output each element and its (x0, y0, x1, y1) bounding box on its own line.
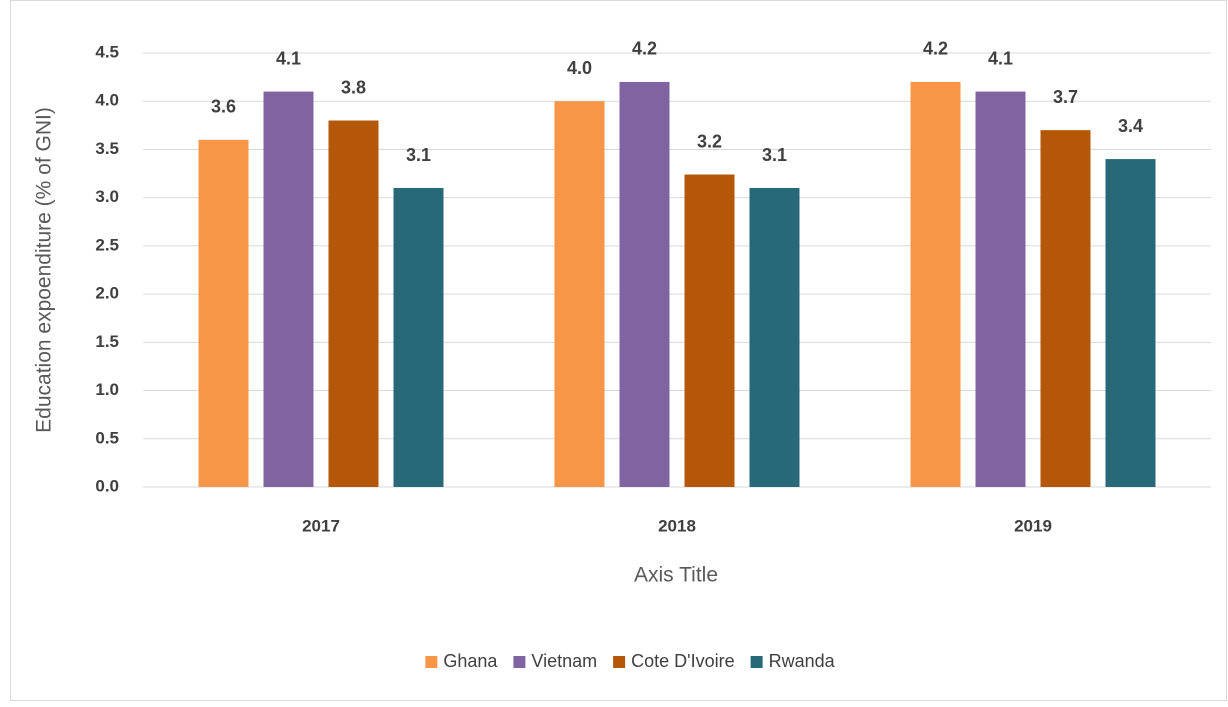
legend-label: Ghana (443, 651, 498, 671)
y-tick-label: 4.0 (95, 91, 119, 110)
data-label: 3.1 (406, 145, 431, 165)
y-tick-label: 1.5 (95, 332, 119, 351)
bar (910, 81, 961, 487)
legend-label: Cote D'Ivoire (631, 651, 734, 671)
y-tick-label: 4.5 (95, 42, 119, 61)
data-label: 4.2 (632, 39, 657, 59)
data-label: 3.6 (211, 97, 236, 117)
legend-swatch (613, 656, 626, 668)
bar (1105, 159, 1156, 488)
y-tick-label: 2.5 (95, 235, 119, 254)
data-label: 4.0 (567, 58, 592, 78)
bar (393, 188, 444, 487)
legend-label: Vietnam (531, 651, 597, 671)
bar (263, 91, 314, 488)
bar (684, 174, 735, 487)
data-label: 3.7 (1053, 87, 1078, 107)
bar (619, 81, 670, 487)
bar (198, 139, 249, 488)
x-axis-title: Axis Title (634, 564, 718, 587)
data-label: 3.2 (697, 131, 722, 151)
bar (975, 91, 1026, 488)
bar (554, 101, 605, 487)
y-tick-label: 2.0 (95, 284, 119, 303)
data-label: 3.4 (1118, 116, 1143, 136)
bar (1040, 130, 1091, 487)
legend-swatch (750, 656, 763, 668)
y-tick-label: 1.0 (95, 380, 119, 399)
data-label: 4.2 (923, 39, 948, 59)
x-tick-label: 2017 (302, 516, 340, 535)
bar (328, 120, 379, 487)
y-tick-label: 3.0 (95, 187, 119, 206)
y-tick-label: 0.5 (95, 428, 119, 447)
data-label: 3.8 (341, 77, 366, 97)
legend-swatch (513, 656, 526, 668)
data-label: 3.1 (762, 145, 787, 165)
y-tick-label: 0.0 (95, 476, 119, 495)
y-axis-title: Education expoenditure (% of GNI) (33, 107, 56, 433)
legend-label: Rwanda (769, 651, 836, 671)
bar (749, 188, 800, 487)
legend-swatch (425, 656, 438, 668)
data-label: 4.1 (276, 48, 301, 68)
y-tick-label: 3.5 (95, 139, 119, 158)
x-tick-label: 2019 (1014, 516, 1052, 535)
x-tick-label: 2018 (658, 516, 696, 535)
data-label: 4.1 (988, 48, 1013, 68)
